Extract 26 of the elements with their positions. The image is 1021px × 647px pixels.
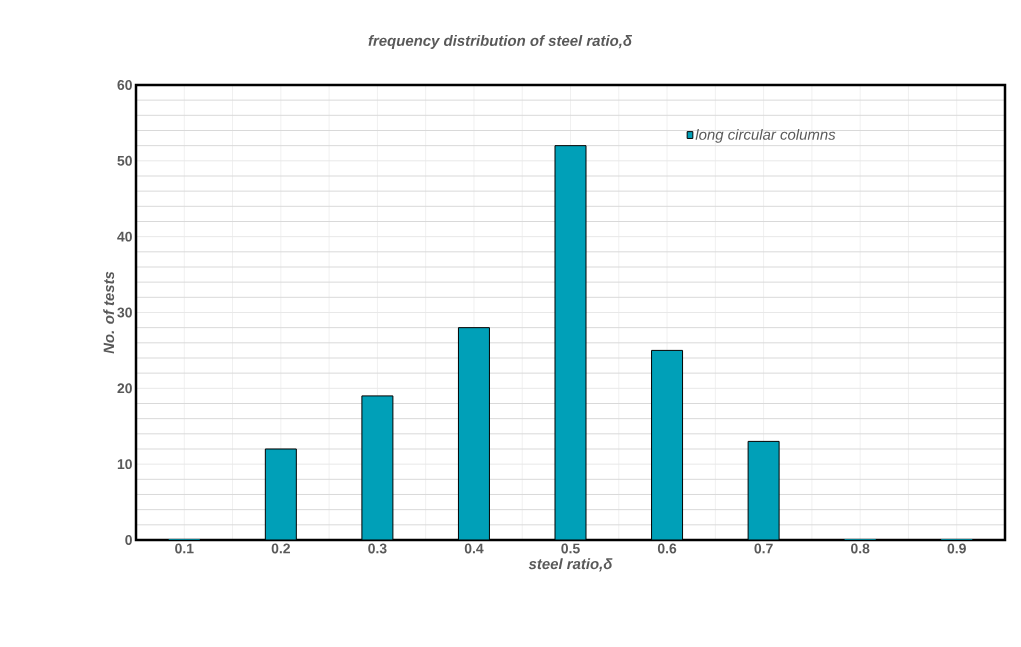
- x-tick-label: 0.6: [657, 543, 677, 554]
- x-tick-label: 0.5: [561, 543, 580, 554]
- bar: [747, 440, 780, 540]
- bar: [264, 448, 297, 540]
- y-tick-label: 30: [117, 307, 132, 318]
- y-tick-label: 50: [117, 155, 132, 166]
- y-tick-label: 40: [117, 231, 132, 242]
- x-tick-label: 0.9: [947, 543, 966, 554]
- bar: [457, 327, 490, 540]
- x-tick-label: 0.8: [851, 543, 870, 554]
- x-tick-label: 0.2: [271, 543, 290, 554]
- y-axis-title: No. of tests: [103, 271, 115, 354]
- x-tick-label: 0.3: [368, 543, 387, 554]
- bar: [554, 145, 587, 540]
- chart-title: frequency distribution of steel ratio,δ: [368, 35, 633, 49]
- bar: [361, 395, 394, 540]
- legend-label: long circular columns: [695, 128, 836, 143]
- x-tick-label: 0.4: [464, 543, 484, 554]
- x-tick-label: 0.1: [175, 543, 194, 554]
- x-tick-label: 0.7: [754, 543, 773, 554]
- x-axis-title: steel ratio,δ: [528, 558, 613, 572]
- y-tick-label: 0: [125, 535, 132, 545]
- bar: [651, 349, 684, 540]
- y-tick-label: 20: [117, 383, 132, 394]
- y-tick-label: 60: [117, 80, 132, 90]
- y-tick-label: 10: [117, 459, 132, 470]
